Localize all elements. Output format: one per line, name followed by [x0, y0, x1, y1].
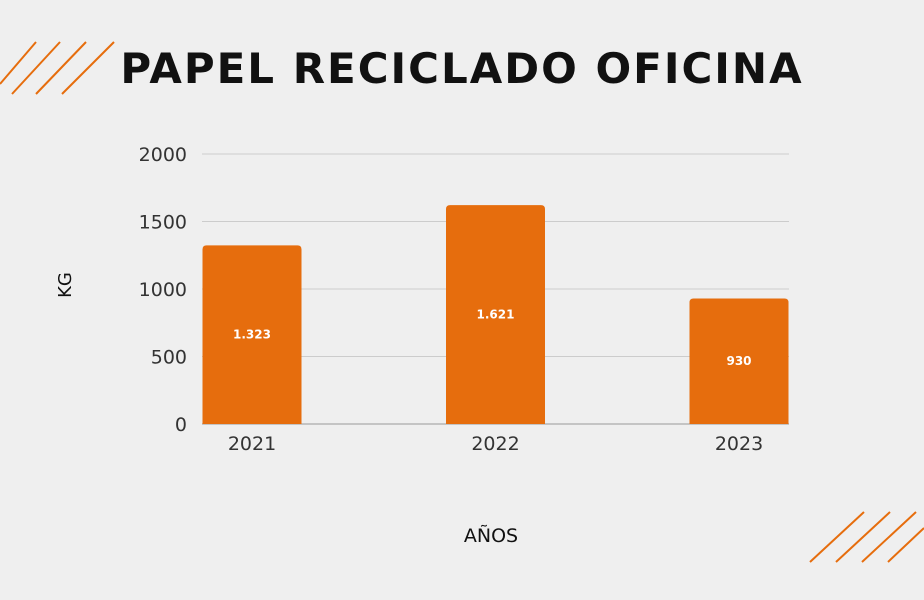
x-axis-label: AÑOS	[464, 524, 518, 547]
bar-data-label: 1.621	[477, 308, 515, 322]
bar-2023	[689, 298, 789, 424]
bar-layer	[202, 205, 789, 424]
stripes-top-left	[0, 41, 115, 95]
stripes-bottom-right	[809, 511, 924, 563]
x-tick-label: 2021	[228, 433, 276, 455]
y-tick-label: 500	[151, 347, 187, 369]
chart-title: PAPEL RECICLADO OFICINA	[120, 44, 804, 93]
y-tick-label: 2000	[139, 144, 187, 166]
x-tick-label: 2023	[715, 433, 763, 455]
y-tick-label: 1000	[139, 279, 187, 301]
bar-2021	[202, 245, 302, 424]
y-tick-label: 0	[175, 414, 187, 436]
bar-data-label: 930	[726, 354, 751, 368]
y-tick-label: 1500	[139, 212, 187, 234]
x-tick-label: 2022	[471, 433, 519, 455]
bar-2022	[446, 205, 545, 424]
y-axis-label: KG	[55, 272, 76, 298]
label-layer: 0 500 1000 1500 2000 1.323 2021 1.621 2022 930 202…	[139, 144, 764, 455]
bar-data-label: 1.323	[233, 328, 271, 342]
